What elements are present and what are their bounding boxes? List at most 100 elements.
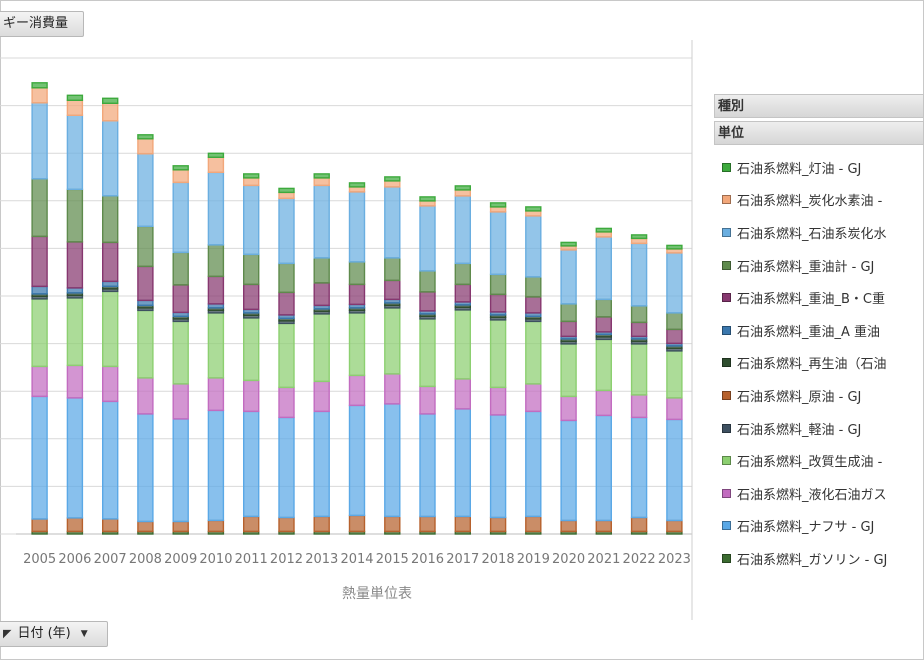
bar-segment [384,257,401,282]
x-tick-label: 2009 [164,552,197,567]
legend-header-type[interactable]: 種別 [714,94,924,118]
bar-segment [560,320,577,338]
bar-segment [525,296,542,314]
bar-segment [278,322,295,389]
bar-segment [172,169,189,184]
legend-swatch [722,195,731,205]
legend-item[interactable]: 石油系燃料_重油計 - GJ [714,249,924,282]
bar-segment [313,184,330,259]
date-year-button[interactable]: ◤ 日付 (年) ▼ [0,621,108,647]
legend-item[interactable]: 石油系燃料_ナフサ - GJ [714,510,924,543]
legend-header-unit[interactable]: 単位 [714,121,924,145]
legend-item[interactable]: 石油系燃料_液化石油ガス [714,477,924,510]
bar-segment [172,520,189,533]
bar-segment [419,318,436,388]
bar-segment [560,519,577,533]
bar-segment [137,299,154,307]
x-tick-label: 2005 [23,552,56,567]
bar-segment [384,176,401,182]
date-year-label: 日付 (年) [17,626,71,641]
x-tick-label: 2016 [411,552,444,567]
bar-segment [595,298,612,318]
legend-item[interactable]: 石油系燃料_改質生成油 - [714,444,924,477]
legend-item[interactable]: 石油系燃料_灯油 - GJ [714,151,924,184]
bar-segment [31,235,48,288]
bar-segment [595,519,612,533]
legend-swatch [722,227,731,237]
legend-item[interactable]: 石油系燃料_ガソリン - GJ [714,542,924,575]
x-tick-label: 2022 [623,552,656,567]
bar-segment [313,515,330,533]
bar-segment [419,200,436,207]
bar-segment [419,413,436,518]
legend-item[interactable]: 石油系燃料_石油系炭化水 [714,216,924,249]
bar-segment [348,261,366,286]
bar-segment [666,397,683,421]
bar-segment [242,317,260,382]
x-tick-label: 2014 [340,552,373,567]
x-tick-label: 2013 [305,552,338,567]
bar-segment [137,377,154,415]
bar-segment [207,171,225,246]
legend-swatch [722,260,731,270]
legend-swatch [722,293,731,303]
x-tick-label: 2023 [658,552,691,567]
bar-segment [454,515,471,533]
bar-segment [454,189,471,197]
legend-item[interactable]: 石油系燃料_原油 - GJ [714,379,924,412]
bar-segment [595,227,612,233]
x-tick-label: 2012 [270,552,303,567]
bar-segment [630,516,648,533]
bar-segment [525,206,542,212]
field-button[interactable]: ギー消費量 [0,11,84,37]
bar-segment [242,184,260,256]
bar-segment [66,241,84,289]
legend-item[interactable]: 石油系燃料_再生油（石油 [714,347,924,380]
x-tick-label: 2011 [235,552,268,567]
bar-segment [560,419,577,522]
bar-segment [489,516,507,533]
bar-segment [172,320,189,385]
bar-segment [454,309,471,380]
legend-swatch [722,553,731,563]
bar-segment [101,97,119,104]
bar-segment [666,519,683,533]
bar-segment [137,413,154,523]
legend-label: 石油系燃料_ガソリン - GJ [737,552,888,568]
x-axis-title: 熱量単位表 [342,586,412,602]
bar-segment [525,410,542,518]
legend-swatch [722,423,731,433]
chevron-down-icon[interactable]: ▼ [80,629,88,639]
legend-item[interactable]: 石油系燃料_重油_A 重油 [714,314,924,347]
legend-item[interactable]: 石油系燃料_炭化水素油 - [714,184,924,217]
bar-segment [278,416,295,519]
stacked-bar-chart: 2005 2006 2007 2008 2009 2010 2011 2012 2013 2014… [0,40,693,620]
bar-segment [101,102,119,122]
x-tick-label: 2015 [376,552,409,567]
legend-item[interactable]: 石油系燃料_軽油 - GJ [714,412,924,445]
bar-segment [419,205,436,272]
bar-segment [348,186,366,193]
bar-segment [66,287,84,294]
legend-label: 石油系燃料_液化石油ガス [737,487,887,503]
bar-segment [31,518,48,533]
bar-segment [630,343,648,396]
x-tick-label: 2017 [446,552,479,567]
bar-segment [454,378,471,410]
legend-label: 石油系燃料_炭化水素油 - [737,194,883,210]
bar-segment [525,215,542,278]
bar-segment [560,249,577,305]
legend-item[interactable]: 石油系燃料_重油_B・C重 [714,281,924,314]
legend-swatch [722,390,731,400]
bar-segment [560,303,577,323]
legend-label: 石油系燃料_重油_B・C重 [737,292,885,308]
legend-swatch [722,162,731,172]
legend-label: 石油系燃料_改質生成油 - [737,455,883,471]
bar-segment [419,196,436,202]
bar-segment [242,515,260,533]
bar-segment [454,195,471,265]
legend-swatch [722,358,731,368]
bar-segment [66,94,84,101]
bar-segment [207,377,225,412]
bar-segment [137,138,154,155]
